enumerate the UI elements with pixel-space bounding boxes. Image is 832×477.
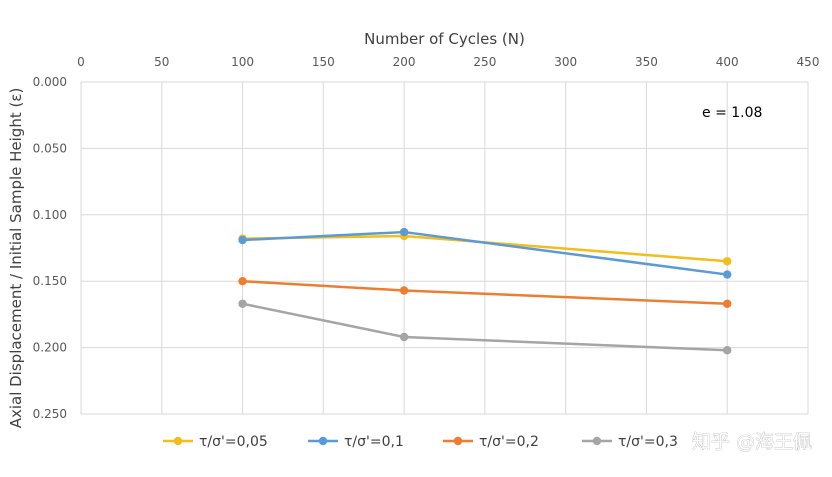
x-tick-label: 100 bbox=[231, 55, 254, 69]
x-tick-label: 400 bbox=[716, 55, 739, 69]
legend-label: τ/σ'=0,05 bbox=[199, 434, 268, 450]
x-tick-label: 350 bbox=[635, 55, 658, 69]
x-tick-label: 250 bbox=[473, 55, 496, 69]
legend-swatch-marker bbox=[318, 436, 328, 446]
y-tick-label: 0.000 bbox=[33, 75, 67, 89]
x-axis: 0 50 100 150 200 250 300 350 400 450 bbox=[77, 55, 819, 69]
legend-label: τ/σ'=0,3 bbox=[618, 434, 678, 450]
legend-label: τ/σ'=0,1 bbox=[344, 434, 404, 450]
legend-item: τ/σ'=0,1 bbox=[308, 434, 404, 450]
data-point bbox=[723, 346, 732, 355]
data-point bbox=[399, 286, 409, 295]
data-point bbox=[399, 227, 409, 237]
y-tick-label: 0.250 bbox=[33, 407, 67, 421]
y-tick-label: 0.050 bbox=[33, 141, 67, 155]
legend-swatch-marker bbox=[592, 436, 602, 446]
x-axis-title: Number of Cycles (N) bbox=[364, 30, 525, 48]
y-axis: 0.000 0.050 0.100 0.150 0.200 0.250 bbox=[33, 75, 67, 421]
series-2 bbox=[238, 227, 732, 279]
x-tick-label: 0 bbox=[77, 55, 85, 69]
grid bbox=[80, 81, 809, 415]
data-point bbox=[723, 299, 732, 308]
watermark: 知乎 @海王佩 bbox=[692, 431, 812, 453]
data-point bbox=[723, 270, 732, 279]
y-tick-label: 0.200 bbox=[33, 341, 67, 355]
legend-swatch-marker bbox=[453, 436, 463, 446]
legend-item: τ/σ'=0,2 bbox=[443, 434, 539, 450]
annotation-void-ratio: e = 1.08 bbox=[702, 105, 762, 121]
x-tick-label: 450 bbox=[797, 55, 820, 69]
series-3 bbox=[238, 277, 732, 308]
y-tick-label: 0.100 bbox=[33, 208, 67, 222]
data-point bbox=[238, 277, 247, 286]
legend-item: τ/σ'=0,05 bbox=[163, 434, 268, 450]
y-axis-title: Axial Displacement / Initial Sample Heig… bbox=[7, 88, 25, 429]
x-tick-label: 200 bbox=[393, 55, 416, 69]
series-group bbox=[238, 227, 732, 355]
data-point bbox=[723, 257, 732, 266]
x-tick-label: 300 bbox=[554, 55, 577, 69]
legend-swatch-marker bbox=[173, 436, 183, 446]
x-tick-label: 150 bbox=[312, 55, 335, 69]
legend: τ/σ'=0,05 τ/σ'=0,1 τ/σ'=0,2 τ/σ'=0,3 bbox=[163, 434, 678, 450]
legend-item: τ/σ'=0,3 bbox=[582, 434, 678, 450]
data-point bbox=[399, 332, 409, 342]
series-4 bbox=[238, 299, 732, 355]
legend-label: τ/σ'=0,2 bbox=[479, 434, 539, 450]
x-tick-label: 50 bbox=[154, 55, 169, 69]
data-point bbox=[238, 235, 247, 245]
y-tick-label: 0.150 bbox=[33, 274, 67, 288]
data-point bbox=[238, 299, 247, 308]
